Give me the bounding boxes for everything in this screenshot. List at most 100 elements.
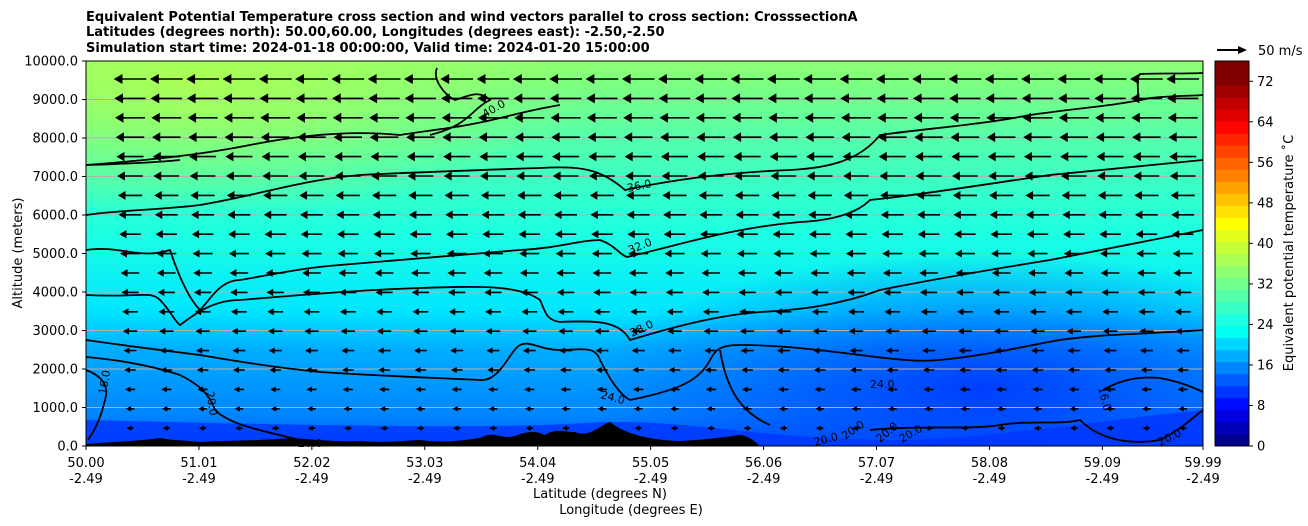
colorbar-segment-16	[1215, 241, 1249, 254]
wind-vector-191	[517, 190, 542, 200]
wind-vector-4	[258, 74, 292, 84]
wind-vector-519	[452, 406, 462, 412]
wind-vector-544	[271, 425, 279, 431]
wind-vector-300	[120, 269, 140, 277]
wind-vector-262	[917, 230, 940, 239]
wind-vector-299	[1172, 249, 1193, 258]
wind-vector-286	[700, 249, 721, 258]
wind-vector-431	[522, 347, 536, 354]
wind-vector-336	[339, 288, 357, 297]
wind-vector-52	[912, 93, 945, 104]
wind-vector-338	[411, 288, 429, 297]
wind-vector-147	[1096, 151, 1124, 162]
wind-vector-254	[627, 230, 649, 239]
wind-vector-427	[377, 347, 391, 354]
wind-vector-50	[840, 93, 872, 104]
colorbar-segment-23	[1215, 157, 1249, 170]
wind-vector-404	[631, 327, 646, 335]
colorbar-segment-2	[1215, 409, 1249, 423]
wind-vector-521	[524, 406, 534, 412]
wind-vector-156	[334, 171, 361, 181]
wind-vector-392	[195, 327, 210, 335]
wind-vector-100	[478, 132, 508, 143]
wind-vector-270	[120, 249, 140, 258]
wind-vector-469	[813, 366, 826, 374]
wind-vector-252	[554, 230, 577, 239]
wind-vector-556	[707, 425, 715, 431]
wind-vector-110	[841, 132, 871, 143]
wind-vector-20	[839, 74, 873, 84]
contour-label-20-c: 20.0	[812, 430, 839, 449]
wind-vector-457	[378, 366, 390, 374]
wind-vector-482	[197, 386, 208, 393]
wind-vector-180	[117, 190, 143, 200]
wind-vector-73	[586, 112, 617, 123]
wind-vector-200	[843, 190, 869, 200]
wind-vector-506	[1068, 386, 1079, 393]
wind-vector-305	[302, 269, 321, 277]
wind-vector-464	[632, 366, 644, 374]
wind-vector-58	[1130, 93, 1163, 104]
wind-vector-493	[596, 386, 607, 393]
wind-vector-46	[695, 93, 727, 104]
wind-vector-330	[121, 288, 139, 297]
wind-vector-370	[485, 308, 501, 316]
wind-vector-249	[445, 230, 468, 239]
wind-vector-285	[664, 249, 685, 258]
wind-vector-501	[887, 386, 898, 393]
wind-vector-359	[1174, 288, 1192, 297]
wind-vector-373	[594, 308, 610, 316]
wind-vector-51	[876, 93, 908, 104]
wind-vector-178	[1133, 171, 1160, 181]
colorbar-tick-label-5: 40	[1257, 237, 1274, 252]
wind-vector-139	[806, 151, 834, 162]
wind-vector-24	[984, 74, 1018, 84]
chart-title-line-1: Equivalent Potential Temperature cross s…	[86, 10, 858, 25]
wind-vector-346	[702, 288, 720, 297]
wind-vector-177	[1097, 171, 1123, 181]
wind-vector-23	[948, 74, 982, 84]
wind-vector-481	[161, 386, 172, 393]
wind-vector-456	[342, 366, 354, 374]
colorbar-segment-17	[1215, 229, 1249, 242]
wind-vector-96	[333, 132, 363, 143]
wind-vector-197	[734, 190, 760, 200]
wind-vector-405	[667, 327, 682, 335]
wind-vector-326	[1064, 269, 1084, 277]
wind-vector-64	[260, 112, 291, 123]
wind-vector-313	[592, 269, 612, 277]
wind-vector-61	[151, 112, 182, 123]
wind-vector-461	[523, 366, 536, 374]
wind-vector-130	[479, 151, 507, 162]
wind-vector-442	[922, 347, 936, 354]
wind-vector-282	[555, 249, 576, 258]
x-tick-lat-label-4: 54.04	[519, 456, 556, 471]
contour-28	[86, 229, 1203, 342]
wind-vector-548	[416, 425, 425, 431]
wind-vector-339	[448, 288, 466, 297]
wind-vector-567	[1106, 425, 1114, 431]
wind-vector-5	[295, 74, 328, 84]
wind-vector-425	[305, 347, 318, 354]
colorbar-segment-0	[1215, 433, 1249, 447]
wind-reference-label: 50 m/s	[1258, 44, 1303, 59]
x-tick-lat-label-2: 52.02	[293, 456, 330, 471]
wind-vector-491	[524, 386, 535, 393]
wind-vector-403	[594, 327, 610, 335]
wind-vector-54	[985, 93, 1017, 104]
chart-title-line-2: Latitudes (degrees north): 50.00,60.00, …	[86, 25, 665, 40]
wind-vector-520	[488, 406, 498, 412]
wind-vector-546	[344, 425, 352, 431]
colorbar-segment-28	[1215, 97, 1249, 110]
wind-vector-10	[476, 74, 510, 84]
colorbar-segment-7	[1215, 349, 1249, 363]
wind-vector-315	[665, 269, 684, 277]
wind-vector-229	[808, 210, 832, 220]
wind-vector-434	[631, 347, 645, 354]
wind-vector-275	[301, 249, 322, 258]
wind-vector-364	[267, 308, 284, 316]
contour-label-20-a: 20.0	[203, 390, 220, 416]
wind-vectors	[113, 74, 1200, 446]
x-tick-lon-label-9: -2.49	[1086, 472, 1120, 487]
